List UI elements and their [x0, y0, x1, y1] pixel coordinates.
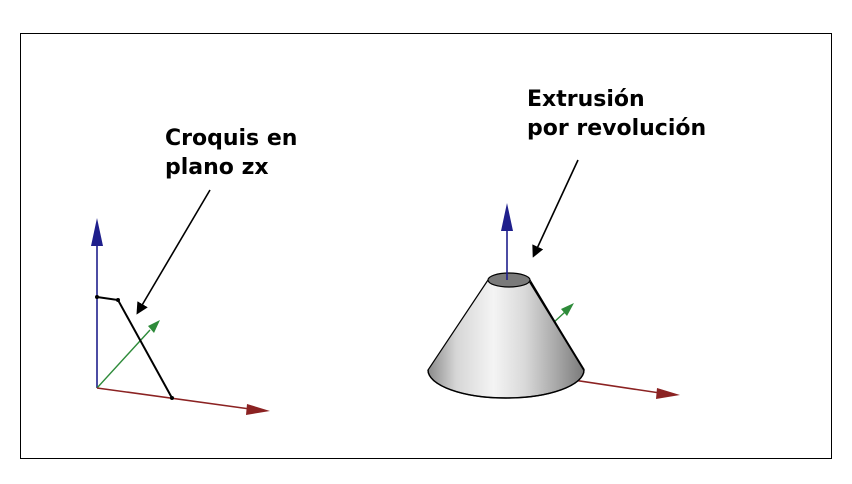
x-axis-arrowhead-left — [246, 404, 270, 415]
label-extrusion-line2: por revolución — [527, 116, 707, 141]
y-axis-arrowhead-left — [148, 320, 160, 333]
cone-body — [427, 279, 585, 399]
sketch-vertex — [170, 396, 174, 400]
pointer-arrow-right — [532, 159, 579, 258]
left-sketch-group — [91, 189, 270, 415]
y-axis-left — [96, 329, 151, 389]
label-extrusion-line1: Extrusión — [527, 87, 645, 112]
cone-base-rim — [427, 369, 585, 399]
label-croquis-line1: Croquis en — [165, 126, 298, 151]
z-axis-arrowhead-right — [501, 203, 513, 231]
right-cone-group — [427, 159, 680, 399]
sketch-vertex — [95, 295, 99, 299]
x-axis-arrowhead-right — [656, 388, 680, 399]
y-axis-arrowhead-right — [561, 303, 574, 316]
label-extrusion: Extrusión por revolución — [527, 85, 706, 143]
cone-top-cap — [487, 272, 531, 288]
label-croquis-line2: plano zx — [165, 155, 269, 180]
label-croquis: Croquis en plano zx — [165, 124, 297, 182]
sketch-vertex — [116, 298, 120, 302]
z-axis-arrowhead-left — [91, 218, 103, 246]
figure-frame — [20, 33, 832, 459]
cone-edge-line — [529, 281, 585, 371]
pointer-arrow-left — [136, 189, 211, 315]
